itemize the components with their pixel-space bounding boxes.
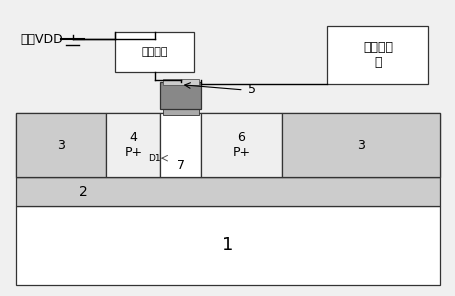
Bar (282, 113, 439, 177)
Text: 3: 3 (356, 139, 364, 152)
Text: 电源VDD: 电源VDD (21, 33, 63, 46)
Bar (16, 206, 439, 284)
Bar (162, 79, 198, 85)
Bar (201, 113, 282, 177)
Text: 7: 7 (177, 159, 184, 172)
Bar (16, 113, 439, 177)
Text: 4
P+: 4 P+ (124, 131, 142, 159)
Bar (326, 26, 428, 84)
Text: D1: D1 (148, 154, 161, 163)
Text: 3: 3 (57, 139, 65, 152)
Bar (16, 177, 439, 206)
Bar (162, 109, 198, 115)
Text: 输入压焊
点: 输入压焊 点 (362, 41, 392, 69)
Bar (160, 82, 201, 109)
Text: 2: 2 (79, 185, 88, 199)
Bar (106, 113, 160, 177)
Bar (160, 113, 201, 177)
Text: 1: 1 (222, 236, 233, 254)
Bar (115, 32, 194, 73)
Text: 5: 5 (248, 83, 256, 96)
Text: 6
P+: 6 P+ (232, 131, 250, 159)
Bar (16, 113, 106, 177)
Text: 钳位电路: 钳位电路 (142, 47, 168, 57)
